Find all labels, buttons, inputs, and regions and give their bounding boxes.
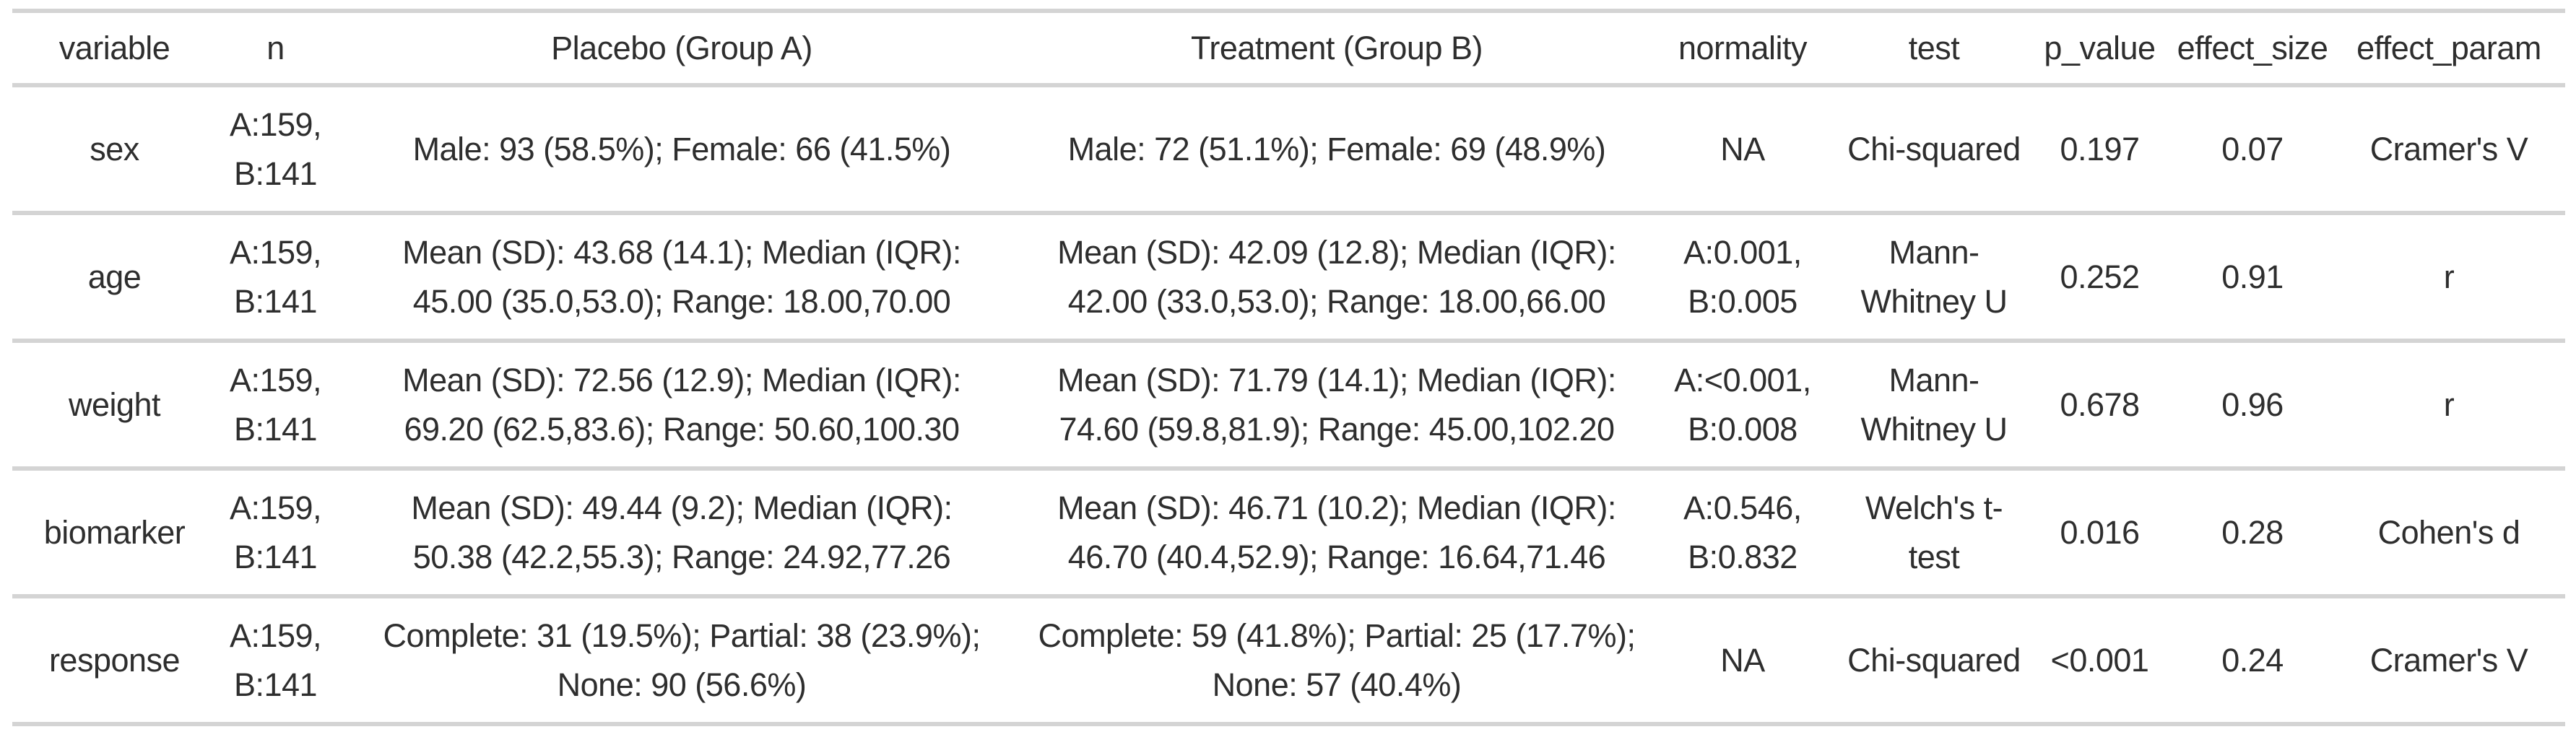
group-comparison-table: variable n Placebo (Group A) Treatment (Gro…: [12, 9, 2565, 726]
table-header: variable n Placebo (Group A) Treatment (Gro…: [12, 11, 2565, 85]
cell-biomarker-normality: A:0.546, B:0.832: [1683, 489, 1802, 575]
cell-weight-effect-size: 0.96: [2221, 385, 2284, 423]
cell-response-placebo-group-a: Complete: 31 (19.5%); Partial: 38 (23.9%…: [383, 617, 981, 703]
table-header-row: variable n Placebo (Group A) Treatment (Gro…: [12, 11, 2565, 85]
column-header-normality: normality: [1678, 29, 1808, 66]
column-header-p-value: p_value: [2044, 29, 2156, 66]
cell-sex-test: Chi-squared: [1847, 130, 2021, 167]
cell-weight-placebo-group-a: Mean (SD): 72.56 (12.9); Median (IQR): 6…: [402, 361, 961, 448]
cell-sex-normality: NA: [1720, 130, 1765, 167]
cell-weight-normality: A:<0.001, B:0.008: [1674, 361, 1811, 448]
cell-biomarker-treatment-group-b: Mean (SD): 46.71 (10.2); Median (IQR): 4…: [1057, 489, 1616, 575]
cell-biomarker-effect-size: 0.28: [2221, 513, 2284, 551]
cell-sex-treatment-group-b: Male: 72 (51.1%); Female: 69 (48.9%): [1067, 130, 1606, 167]
cell-age-placebo-group-a: Mean (SD): 43.68 (14.1); Median (IQR): 4…: [402, 233, 961, 320]
cell-response-test: Chi-squared: [1847, 641, 2021, 679]
cell-age-effect-size: 0.91: [2221, 258, 2284, 295]
cell-response-variable: response: [48, 641, 181, 679]
statistical-summary-page: variable n Placebo (Group A) Treatment (Gro…: [0, 9, 2576, 726]
column-header-n: n: [266, 29, 285, 66]
cell-response-treatment-group-b: Complete: 59 (41.8%); Partial: 25 (17.7%…: [1038, 617, 1636, 703]
cell-weight-test: Mann- Whitney U: [1860, 361, 2008, 448]
cell-age-treatment-group-b: Mean (SD): 42.09 (12.8); Median (IQR): 4…: [1057, 233, 1616, 320]
cell-weight-variable: weight: [68, 385, 161, 423]
cell-biomarker-variable: biomarker: [43, 513, 186, 551]
cell-age-test: Mann- Whitney U: [1860, 233, 2008, 320]
column-header-treatment-group-b: Treatment (Group B): [1191, 29, 1483, 66]
cell-weight-effect-param: r: [2443, 385, 2455, 423]
cell-response-effect-size: 0.24: [2221, 641, 2284, 679]
cell-weight-p-value: 0.678: [2060, 385, 2140, 423]
cell-biomarker-p-value: 0.016: [2060, 513, 2140, 551]
column-header-variable: variable: [58, 29, 170, 66]
table-row-age: age A:159, B:141 Mean (SD): 43.68 (14.1); …: [12, 213, 2565, 341]
cell-biomarker-placebo-group-a: Mean (SD): 49.44 (9.2); Median (IQR): 50…: [411, 489, 953, 575]
table-body: sex A:159, B:141 Male: 93 (58.5%); Female:…: [12, 85, 2565, 724]
table-row-weight: weight A:159, B:141 Mean (SD): 72.56 (12.9…: [12, 341, 2565, 469]
cell-response-effect-param: Cramer's V: [2369, 641, 2528, 679]
column-header-effect-size: effect_size: [2177, 29, 2328, 66]
cell-biomarker-n: A:159, B:141: [229, 489, 322, 575]
table-row-response: response A:159, B:141 Complete: 31 (19.5%)…: [12, 596, 2565, 724]
cell-weight-treatment-group-b: Mean (SD): 71.79 (14.1); Median (IQR): 7…: [1057, 361, 1616, 448]
column-header-test: test: [1908, 29, 1960, 66]
cell-sex-n: A:159, B:141: [229, 105, 322, 192]
table-row-sex: sex A:159, B:141 Male: 93 (58.5%); Female:…: [12, 85, 2565, 213]
column-header-effect-param: effect_param: [2356, 29, 2541, 66]
cell-age-n: A:159, B:141: [229, 233, 322, 320]
column-header-placebo-group-a: Placebo (Group A): [551, 29, 812, 66]
cell-age-effect-param: r: [2443, 258, 2455, 295]
cell-sex-placebo-group-a: Male: 93 (58.5%); Female: 66 (41.5%): [412, 130, 951, 167]
cell-response-n: A:159, B:141: [229, 617, 322, 703]
cell-sex-effect-size: 0.07: [2221, 130, 2284, 167]
cell-biomarker-effect-param: Cohen's d: [2377, 513, 2520, 551]
cell-response-normality: NA: [1720, 641, 1765, 679]
cell-sex-variable: sex: [90, 130, 139, 167]
cell-age-normality: A:0.001, B:0.005: [1683, 233, 1802, 320]
cell-sex-p-value: 0.197: [2060, 130, 2140, 167]
table-row-biomarker: biomarker A:159, B:141 Mean (SD): 49.44 (9…: [12, 469, 2565, 596]
cell-age-variable: age: [87, 258, 142, 295]
cell-weight-n: A:159, B:141: [229, 361, 322, 448]
cell-sex-effect-param: Cramer's V: [2369, 130, 2528, 167]
cell-response-p-value: <0.001: [2050, 641, 2149, 679]
cell-biomarker-test: Welch's t- test: [1865, 489, 2003, 575]
cell-age-p-value: 0.252: [2060, 258, 2140, 295]
